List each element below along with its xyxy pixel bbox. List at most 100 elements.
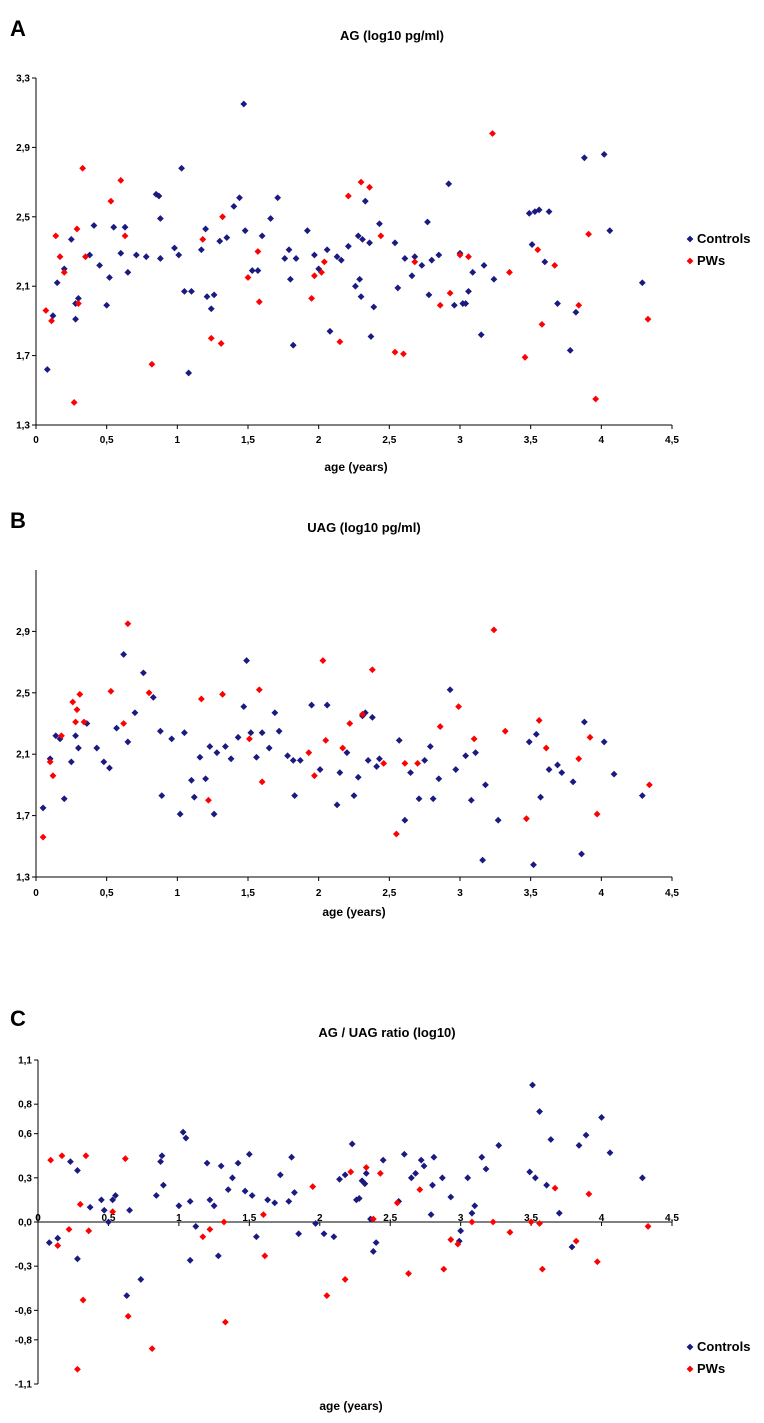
data-point — [610, 770, 618, 778]
data-point — [221, 1318, 229, 1326]
data-point — [454, 1240, 462, 1248]
data-point — [224, 1186, 232, 1193]
data-point — [287, 275, 294, 283]
data-point — [52, 732, 60, 740]
data-point — [65, 1225, 73, 1233]
data-point — [42, 307, 50, 314]
data-point — [369, 1215, 377, 1223]
data-point — [362, 1170, 370, 1177]
data-point — [600, 738, 608, 746]
data-point — [100, 1206, 108, 1214]
legend-label: Controls — [697, 231, 750, 246]
data-point — [72, 732, 79, 740]
data-point — [311, 772, 318, 780]
data-point — [521, 353, 529, 361]
data-point — [158, 792, 166, 800]
data-point — [230, 202, 238, 210]
data-point — [379, 1156, 387, 1164]
y-tick-label: -0,6 — [15, 1306, 33, 1317]
data-point — [606, 1149, 614, 1157]
data-point — [67, 1158, 74, 1166]
data-point — [535, 717, 543, 724]
data-point — [467, 796, 475, 804]
data-point — [303, 227, 311, 235]
data-point — [336, 1175, 343, 1183]
data-point — [336, 338, 344, 346]
data-point — [145, 689, 153, 697]
data-point — [82, 253, 89, 261]
x-tick-label: 2,5 — [382, 435, 396, 446]
data-point — [70, 399, 78, 406]
y-tick-label: 0,6 — [18, 1129, 32, 1140]
data-point — [464, 1174, 472, 1182]
data-point — [186, 1197, 194, 1205]
data-point — [316, 766, 324, 773]
data-point — [554, 300, 561, 307]
x-tick-label: 1,5 — [241, 888, 255, 899]
data-point — [90, 222, 98, 229]
data-point — [606, 227, 614, 235]
data-point — [368, 713, 376, 721]
data-point — [586, 733, 594, 741]
data-point — [380, 760, 388, 767]
data-point — [412, 1170, 419, 1177]
legend-label: PWs — [697, 253, 725, 268]
data-point — [578, 850, 585, 858]
data-point — [354, 773, 362, 781]
data-point — [178, 164, 185, 172]
data-point — [554, 761, 561, 769]
data-point — [494, 816, 502, 824]
data-point — [291, 1189, 298, 1196]
data-point — [73, 706, 81, 714]
data-point — [308, 701, 315, 709]
series-controls — [43, 100, 646, 377]
data-point — [361, 197, 369, 205]
legend: Controls PWs — [686, 1339, 750, 1376]
panel-letter: C — [10, 1006, 26, 1031]
data-point — [446, 289, 454, 297]
data-point — [74, 1167, 81, 1174]
data-point — [213, 749, 221, 757]
data-point — [39, 833, 47, 841]
data-point — [530, 861, 537, 869]
data-point — [120, 720, 128, 727]
data-point — [43, 366, 51, 373]
y-tick-label: 1,3 — [16, 873, 30, 884]
data-point — [575, 301, 583, 309]
data-point — [600, 150, 608, 158]
data-point — [568, 1243, 576, 1251]
data-point — [217, 340, 225, 347]
data-point — [445, 180, 453, 188]
data-point — [247, 729, 255, 737]
data-point — [535, 206, 543, 214]
x-tick-label: 4,5 — [665, 1213, 679, 1224]
data-point — [103, 301, 111, 309]
data-point — [446, 686, 454, 694]
data-point — [456, 251, 464, 259]
data-point — [188, 288, 195, 295]
x-tick-label: 0 — [33, 888, 39, 899]
chart-title: UAG (log10 pg/ml) — [307, 520, 420, 535]
x-axis-label: age (years) — [324, 460, 387, 474]
data-point — [417, 1156, 425, 1164]
data-point — [480, 261, 488, 269]
data-point — [350, 792, 358, 800]
data-point — [206, 1196, 214, 1204]
data-point — [352, 282, 359, 290]
data-point — [246, 735, 253, 743]
data-point — [100, 758, 108, 766]
data-point — [468, 1209, 476, 1217]
data-point — [415, 795, 423, 803]
data-point — [339, 744, 347, 752]
data-point — [124, 738, 132, 746]
data-point — [121, 223, 129, 231]
data-point — [572, 1237, 580, 1245]
data-point — [416, 1186, 424, 1193]
data-point — [575, 755, 583, 763]
data-point — [69, 698, 77, 706]
x-tick-label: 4 — [599, 1213, 605, 1224]
data-point — [575, 1142, 583, 1149]
chart-title: AG (log10 pg/ml) — [340, 28, 444, 43]
data-point — [495, 1142, 503, 1149]
data-point — [478, 1153, 486, 1161]
